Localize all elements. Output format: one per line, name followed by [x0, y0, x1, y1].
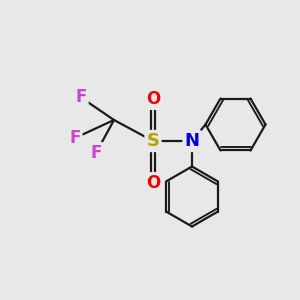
- Text: O: O: [146, 90, 160, 108]
- Text: F: F: [75, 88, 87, 106]
- Text: O: O: [146, 174, 160, 192]
- Text: N: N: [184, 132, 200, 150]
- Text: F: F: [90, 144, 102, 162]
- Text: F: F: [69, 129, 81, 147]
- Text: S: S: [146, 132, 160, 150]
